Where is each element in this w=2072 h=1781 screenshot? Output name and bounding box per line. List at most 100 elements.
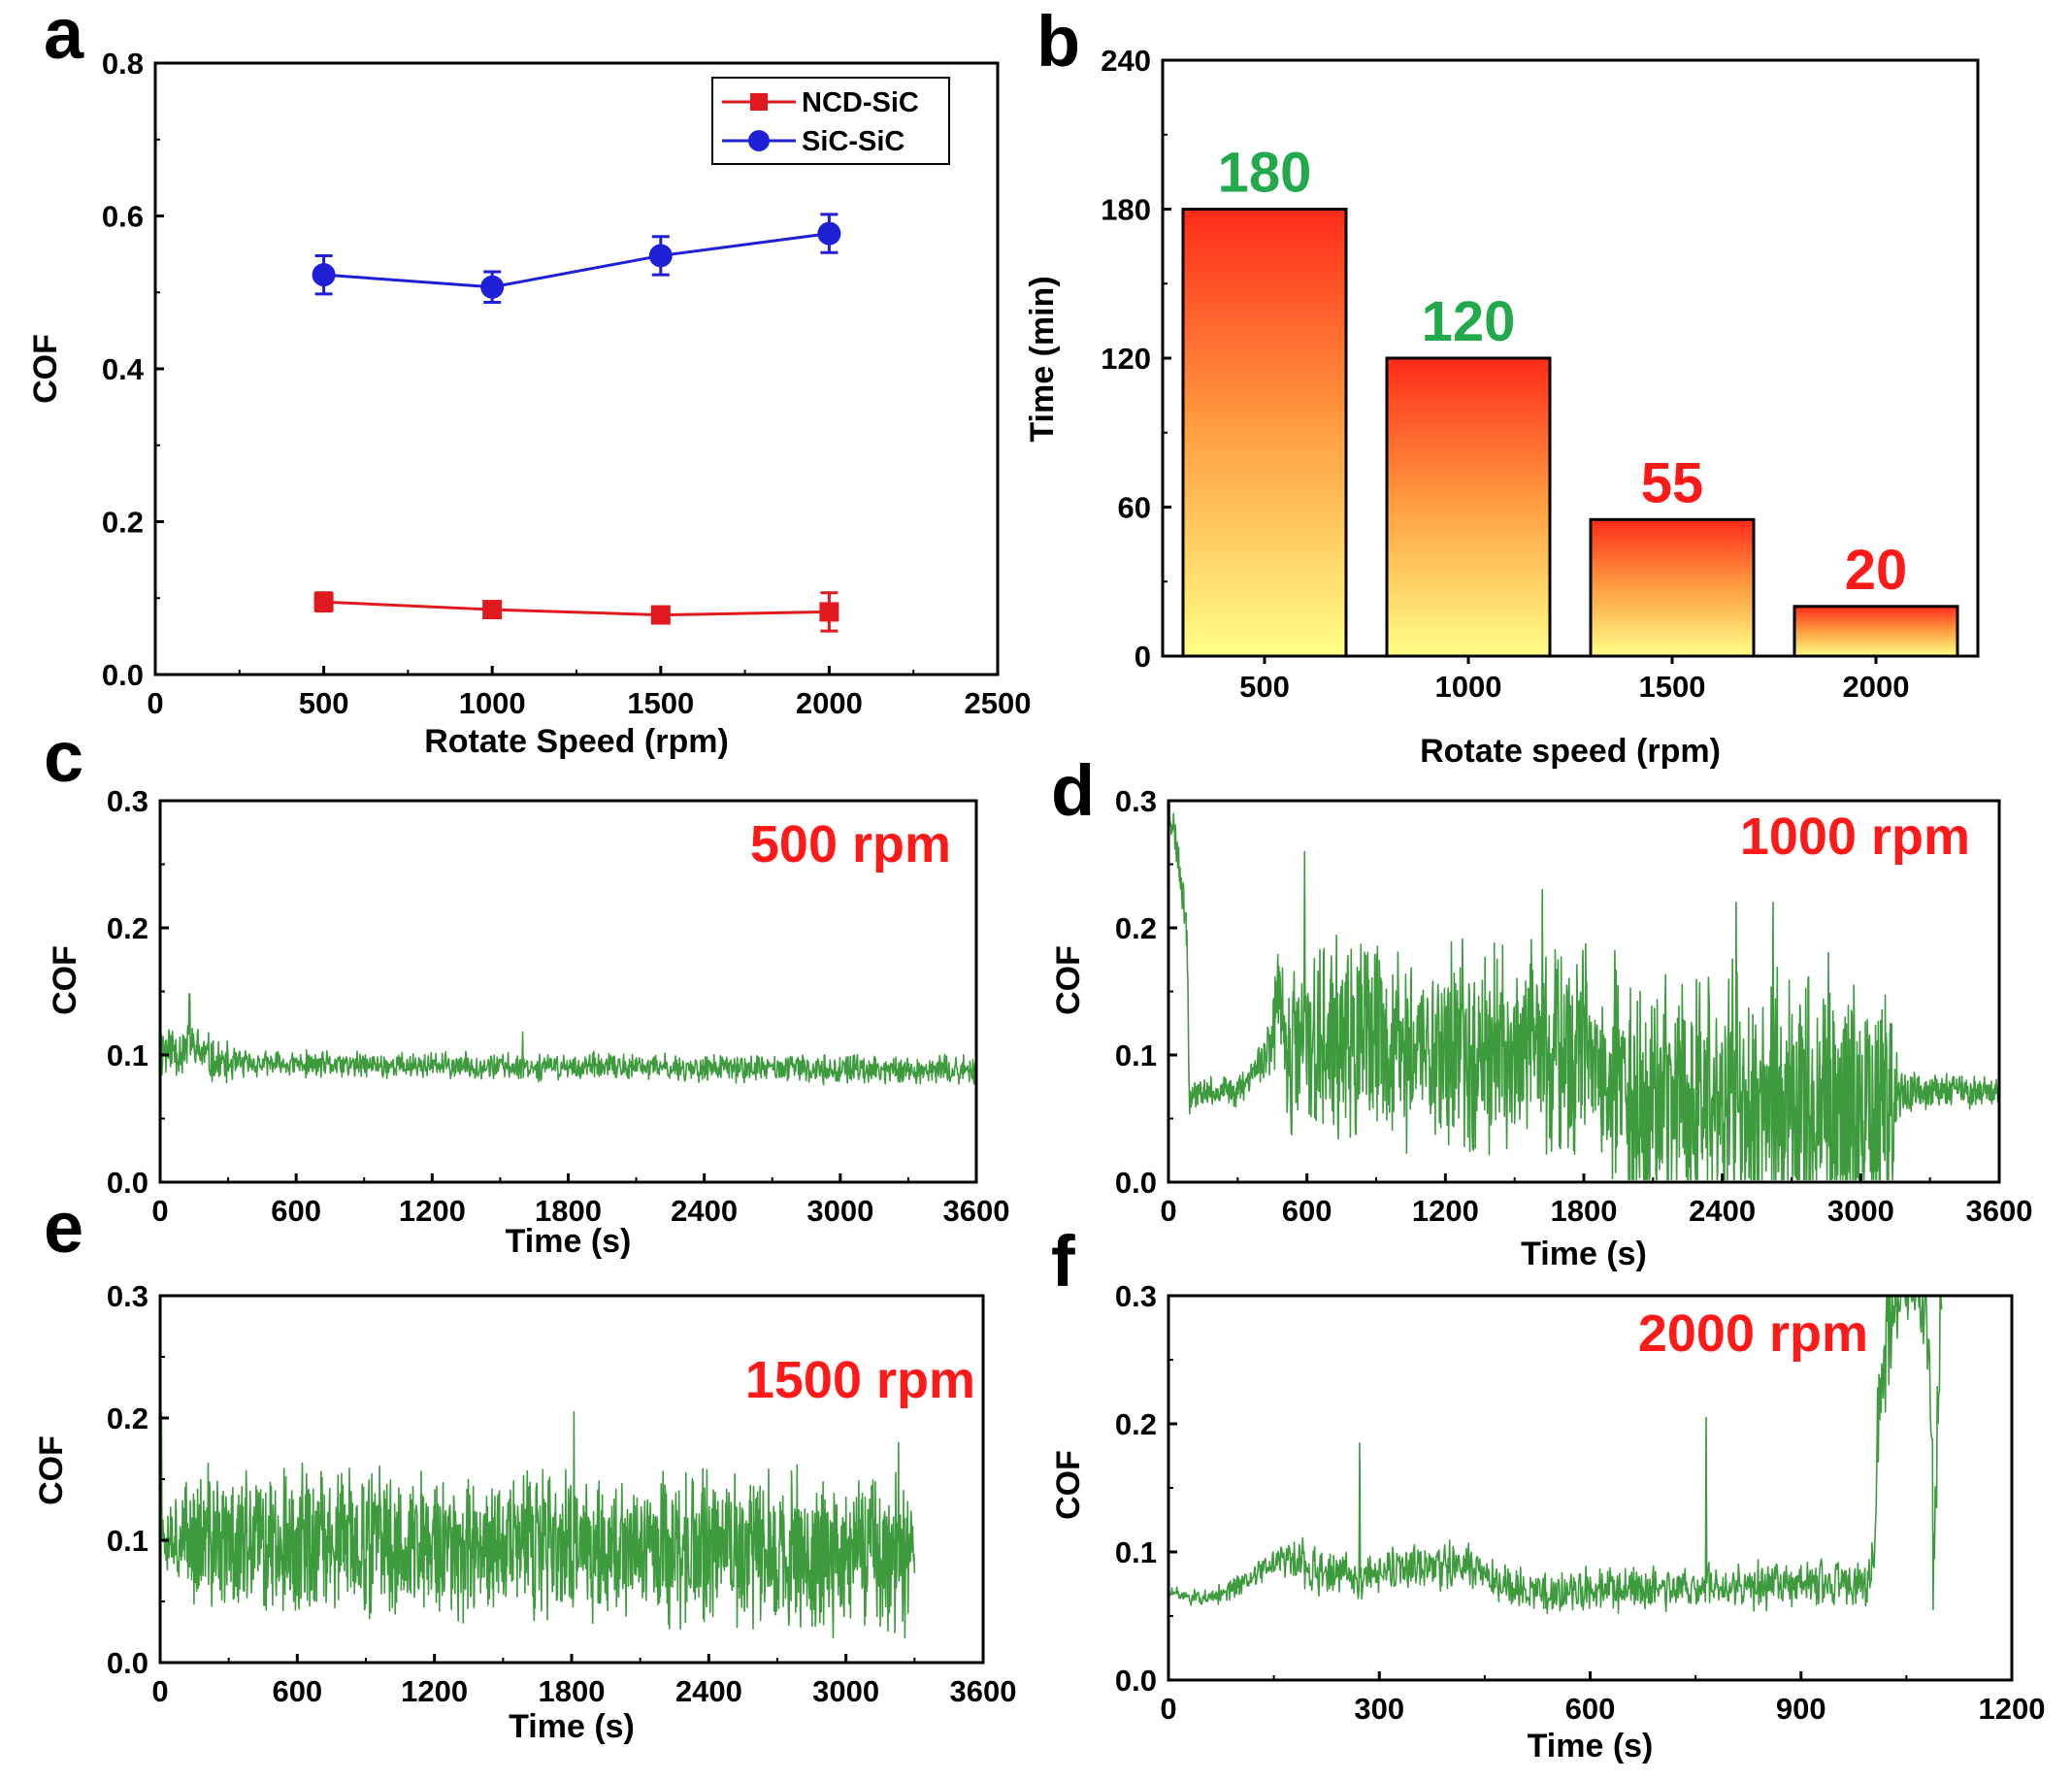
x-tick-label: 1200 — [1412, 1194, 1479, 1228]
x-tick-label: 1200 — [401, 1674, 468, 1708]
x-tick-label: 2500 — [965, 686, 1032, 720]
x-tick-label: 600 — [271, 1194, 321, 1228]
y-tick-label: 0.1 — [107, 1039, 148, 1072]
y-tick-label: 240 — [1101, 44, 1151, 78]
x-axis-label: Time (s) — [1521, 1236, 1647, 1272]
series-line-SiC-SiC — [323, 232, 830, 289]
panel-label-a: a — [44, 0, 84, 74]
panel-a: a 0 500 1000 1500 2000 2500 0.0 0.2 0.4 0.6 0.8 Rota… — [27, 0, 1031, 760]
legend: NCD-SiC SiC-SiC — [711, 77, 950, 165]
data-point-SiC-SiC — [648, 244, 673, 268]
x-tick-label: 0 — [147, 686, 163, 720]
x-tick-label: 3000 — [812, 1674, 879, 1708]
panel-label-b: b — [1036, 1, 1080, 82]
x-tick-label: 1200 — [1979, 1692, 2046, 1726]
bar-1000 — [1385, 356, 1552, 658]
bar-value-label: 120 — [1422, 290, 1516, 353]
y-tick-label: 0.0 — [1115, 1664, 1157, 1698]
x-tick-label: 3000 — [806, 1194, 873, 1228]
y-tick-label: 0.3 — [107, 1279, 148, 1313]
cof-trace — [159, 993, 977, 1086]
x-tick-label: 1200 — [399, 1194, 466, 1228]
panel-d: d 0 600 1200 1800 2400 3000 3600 0.0 0.1 0.2 0.3 Tim… — [1050, 750, 2032, 1272]
bar-value-label: 20 — [1845, 539, 1908, 602]
y-axis-label: Time (min) — [1024, 276, 1061, 442]
y-tick-label: 0.3 — [1115, 784, 1157, 818]
panel-f: f 0 300 600 900 1200 0.0 0.1 0.2 0.3 Time (s) COF 20… — [1050, 1221, 2045, 1765]
x-tick-label: 3600 — [1966, 1194, 2033, 1228]
x-tick-label: 2000 — [796, 686, 863, 720]
x-tick-label: 0 — [151, 1674, 168, 1708]
x-tick-label: 600 — [1565, 1692, 1616, 1726]
legend-box — [711, 77, 950, 165]
rpm-annotation: 500 rpm — [750, 815, 951, 874]
panel-b: b 0 60 120 180 240 Rotate speed (rpm) Time (min… — [1024, 1, 1980, 770]
y-tick-label: 120 — [1101, 342, 1151, 376]
y-tick-label: 0.2 — [1115, 911, 1157, 945]
x-tick-label: 3600 — [943, 1194, 1010, 1228]
x-tick-label: 1000 — [1435, 670, 1502, 704]
x-tick-label: 600 — [1282, 1194, 1332, 1228]
y-tick-label: 0.2 — [102, 506, 144, 540]
y-tick-label: 0 — [1135, 640, 1151, 674]
cof-trace — [1168, 800, 2000, 1181]
legend-marker-SiC-SiC — [748, 130, 770, 151]
legend-marker-NCD-SiC — [750, 93, 768, 111]
y-axis-label: COF — [47, 945, 83, 1015]
panel-c: c 0 600 1200 1800 2400 3000 3600 0.0 0.1 0.2 0.3 Tim… — [44, 716, 1009, 1260]
bar-1500 — [1589, 517, 1756, 658]
x-tick-label: 500 — [299, 686, 349, 720]
x-tick-label: 0 — [1160, 1692, 1176, 1726]
x-tick-label: 2000 — [1843, 670, 1910, 704]
y-tick-label: 0.1 — [107, 1524, 148, 1558]
x-axis-label: Time (s) — [506, 1223, 632, 1260]
panel-label-e: e — [44, 1187, 83, 1268]
data-point-NCD-SiC — [650, 605, 671, 625]
y-tick-label: 0.4 — [102, 352, 145, 386]
x-tick-label: 0 — [151, 1194, 168, 1228]
bar-value-label: 180 — [1218, 142, 1312, 205]
y-tick-label: 0.0 — [1115, 1166, 1157, 1200]
x-axis-label: Time (s) — [1528, 1728, 1654, 1765]
y-tick-label: 60 — [1118, 491, 1151, 525]
y-axis-label: COF — [1050, 945, 1087, 1015]
x-axis-label: Rotate Speed (rpm) — [424, 723, 729, 760]
x-tick-label: 1000 — [459, 686, 526, 720]
rpm-annotation: 1500 rpm — [745, 1351, 975, 1409]
x-tick-label: 3600 — [950, 1674, 1017, 1708]
panel-label-d: d — [1051, 750, 1095, 831]
bar-value-label: 55 — [1641, 451, 1704, 514]
rpm-annotation: 2000 rpm — [1638, 1304, 1868, 1363]
y-tick-label: 0.3 — [107, 784, 148, 818]
x-axis-label: Time (s) — [509, 1708, 635, 1745]
panel-e: e 0 600 1200 1800 2400 3000 3600 0.0 0.1 0.2 0.3 Tim… — [33, 1187, 1016, 1745]
cof-trace — [1168, 1295, 1943, 1615]
y-tick-label: 0.0 — [107, 1646, 148, 1680]
data-point-NCD-SiC — [819, 602, 839, 622]
x-tick-label: 300 — [1354, 1692, 1404, 1726]
x-axis-label: Rotate speed (rpm) — [1420, 733, 1721, 770]
x-tick-label: 2400 — [1689, 1194, 1756, 1228]
legend-label-NCD-SiC: NCD-SiC — [802, 87, 919, 118]
y-tick-label: 0.2 — [107, 911, 148, 945]
x-tick-label: 2400 — [675, 1674, 742, 1708]
y-axis-label: COF — [27, 334, 64, 404]
x-tick-label: 500 — [1239, 670, 1290, 704]
rpm-annotation: 1000 rpm — [1740, 808, 1970, 866]
x-tick-label: 3000 — [1827, 1194, 1894, 1228]
x-tick-label: 1800 — [539, 1674, 606, 1708]
x-tick-label: 600 — [272, 1674, 322, 1708]
y-tick-label: 0.0 — [102, 658, 144, 692]
y-axis-label: COF — [33, 1435, 70, 1505]
y-tick-label: 0.1 — [1115, 1535, 1157, 1569]
y-tick-label: 0.6 — [102, 200, 144, 234]
legend-label-SiC-SiC: SiC-SiC — [802, 126, 904, 157]
y-tick-label: 0.1 — [1115, 1039, 1157, 1072]
x-tick-label: 0 — [1160, 1194, 1176, 1228]
data-point-SiC-SiC — [817, 221, 841, 246]
y-tick-label: 0.3 — [1115, 1279, 1157, 1313]
bar-500 — [1181, 208, 1348, 658]
x-tick-label: 2400 — [671, 1194, 738, 1228]
y-tick-label: 180 — [1101, 193, 1151, 227]
